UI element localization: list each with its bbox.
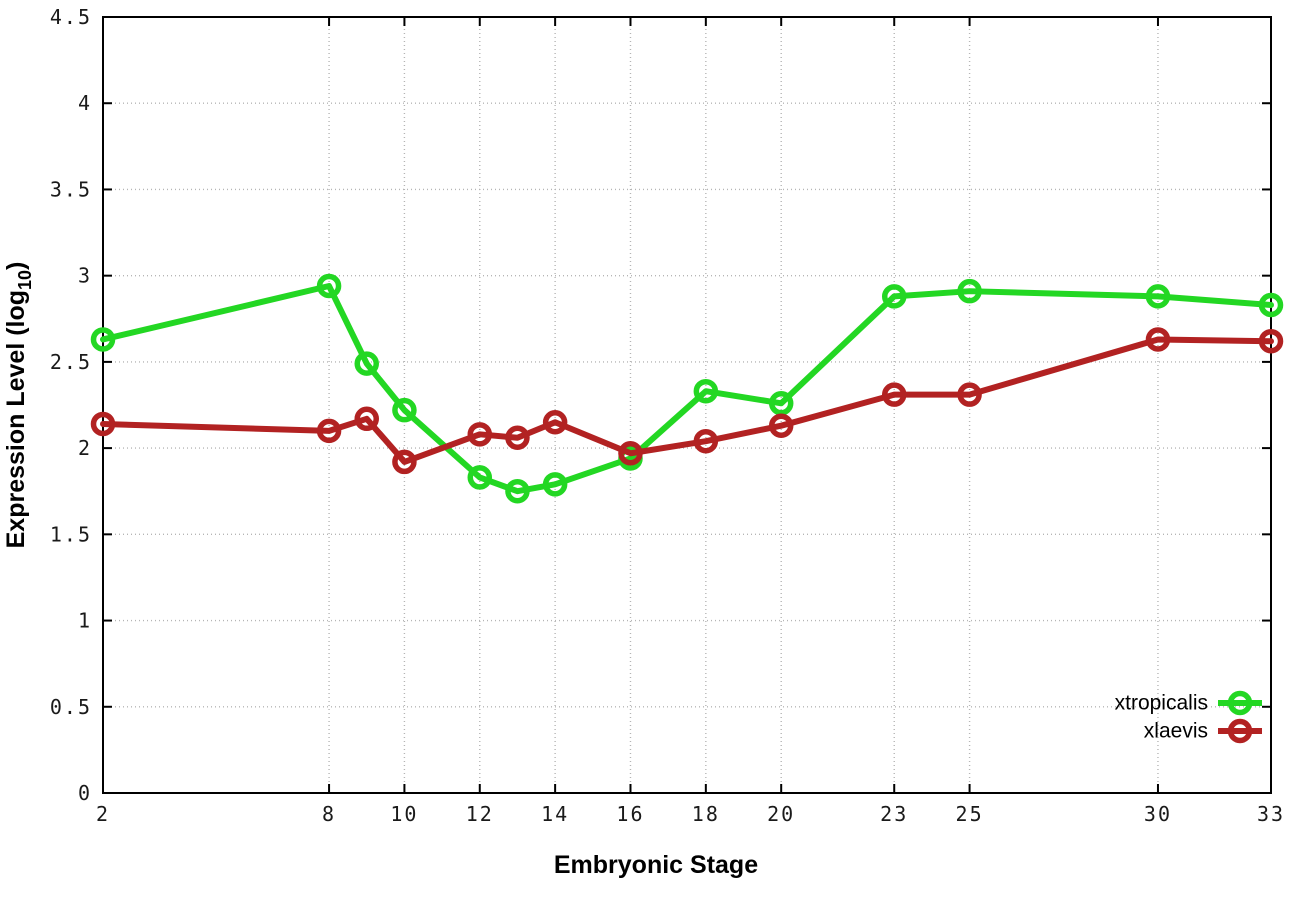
data-point-xlaevis bbox=[316, 418, 342, 444]
y-tick-label: 2.5 bbox=[50, 350, 92, 374]
series-xtropicalis bbox=[90, 273, 1284, 504]
data-point-xtropicalis bbox=[542, 472, 568, 497]
x-tick-label: 18 bbox=[692, 802, 720, 826]
data-point-xtropicalis bbox=[354, 351, 379, 376]
x-tick-label: 30 bbox=[1144, 802, 1172, 826]
x-tick-label: 25 bbox=[956, 802, 984, 826]
x-tick-label: 20 bbox=[767, 802, 795, 826]
x-axis-title: Embryonic Stage bbox=[554, 851, 758, 879]
y-tick-label: 3.5 bbox=[50, 177, 92, 201]
y-axis-title-sub: 10 bbox=[15, 270, 35, 290]
y-axis-title: Expression Level (log10) bbox=[2, 262, 35, 549]
data-point-xtropicalis bbox=[505, 478, 530, 504]
data-point-xlaevis bbox=[618, 441, 643, 466]
x-tick-label: 23 bbox=[880, 802, 908, 826]
y-tick-label: 1 bbox=[78, 609, 92, 633]
data-point-xtropicalis bbox=[90, 327, 116, 352]
x-tick-label: 33 bbox=[1257, 802, 1285, 826]
x-tick-label: 2 bbox=[96, 802, 110, 826]
series-xlaevis-line bbox=[100, 336, 1274, 465]
legend: xtropicalis xlaevis bbox=[1115, 690, 1262, 744]
y-tick-label: 0 bbox=[78, 781, 92, 805]
legend-marker-sample bbox=[1227, 718, 1253, 744]
y-tick-label: 2 bbox=[78, 436, 92, 460]
plot-border bbox=[102, 16, 1272, 794]
y-tick-label: 3 bbox=[78, 264, 92, 288]
data-point-xtropicalis bbox=[467, 465, 493, 490]
data-point-xlaevis bbox=[768, 413, 794, 438]
data-point-xtropicalis bbox=[1145, 284, 1171, 309]
tick-label-layer: 2 8 10 12 14 16 18 20 23 25 30 33 0 0.5 1 1.5 2 2.5 3 3.5 4 4… bbox=[50, 5, 1285, 826]
x-tick-label: 8 bbox=[322, 802, 336, 826]
y-axis-title-pre: Expression Level (log bbox=[2, 290, 30, 548]
data-point-xtropicalis bbox=[392, 397, 417, 423]
data-point-xtropicalis bbox=[957, 278, 982, 304]
data-point-xlaevis bbox=[693, 428, 719, 454]
axes-layer bbox=[102, 16, 1272, 794]
data-point-xtropicalis bbox=[881, 284, 907, 309]
legend-item-xtropicalis: xtropicalis bbox=[1115, 690, 1262, 716]
x-tick-label: 16 bbox=[616, 802, 644, 826]
data-point-xlaevis bbox=[542, 409, 568, 435]
data-point-xlaevis bbox=[392, 449, 417, 475]
x-tick-label: 10 bbox=[390, 802, 418, 826]
y-tick-label: 4.5 bbox=[50, 5, 92, 29]
data-point-xlaevis bbox=[354, 406, 379, 432]
data-point-xlaevis bbox=[881, 382, 907, 407]
data-point-xlaevis bbox=[1145, 327, 1171, 352]
data-point-xtropicalis bbox=[693, 378, 719, 404]
data-point-xlaevis bbox=[90, 411, 116, 437]
data-point-xtropicalis bbox=[1258, 292, 1284, 318]
y-axis-title-post: ) bbox=[2, 262, 30, 270]
legend-item-xlaevis: xlaevis bbox=[1144, 718, 1262, 744]
data-point-xlaevis bbox=[505, 425, 530, 451]
data-point-xlaevis bbox=[957, 382, 982, 407]
data-point-xtropicalis bbox=[768, 391, 794, 416]
y-tick-label: 0.5 bbox=[50, 695, 92, 719]
x-tick-label: 12 bbox=[466, 802, 494, 826]
y-tick-label: 4 bbox=[78, 91, 92, 115]
series-xtropicalis-line bbox=[100, 283, 1274, 495]
series-xlaevis bbox=[90, 327, 1284, 475]
legend-label-xtropicalis: xtropicalis bbox=[1115, 692, 1208, 715]
data-point-xtropicalis bbox=[316, 273, 342, 299]
data-point-xlaevis bbox=[1258, 328, 1284, 354]
data-point-xlaevis bbox=[467, 422, 493, 447]
legend-marker-sample bbox=[1227, 690, 1253, 716]
x-tick-label: 14 bbox=[541, 802, 569, 826]
y-tick-label: 1.5 bbox=[50, 522, 92, 546]
legend-label-xlaevis: xlaevis bbox=[1144, 720, 1208, 743]
